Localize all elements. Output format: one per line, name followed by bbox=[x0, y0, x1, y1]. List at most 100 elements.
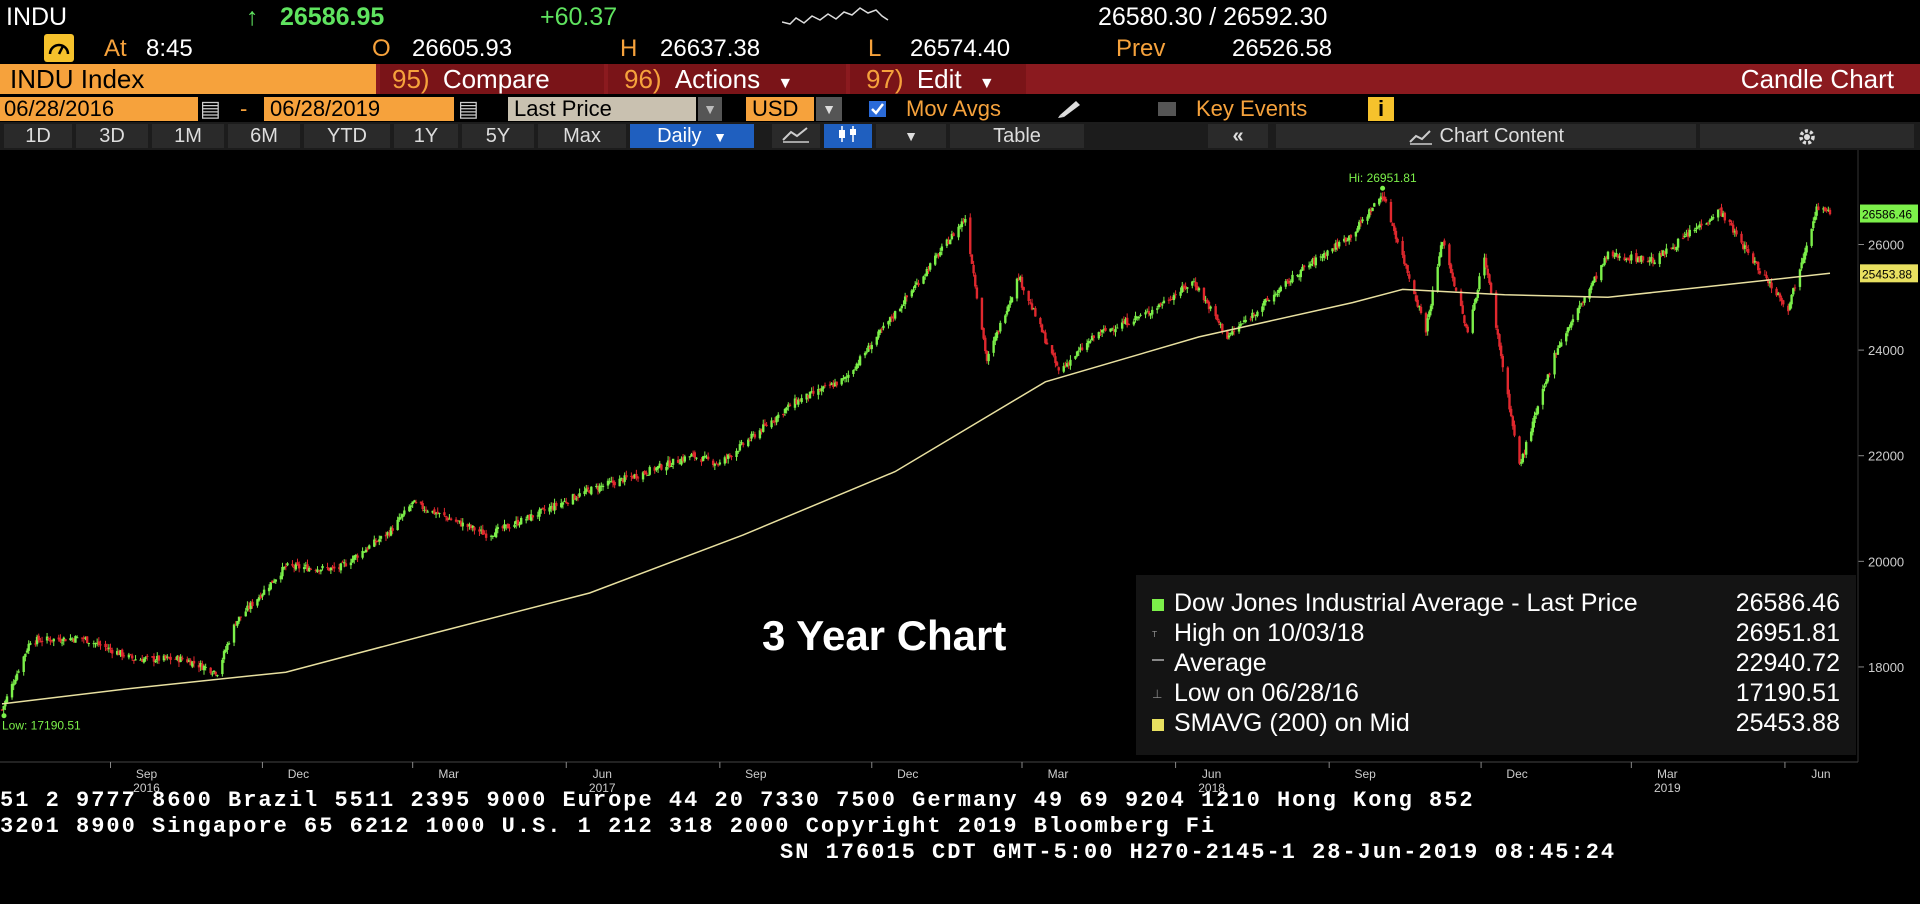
end-date-input[interactable]: 06/28/2019 bbox=[264, 97, 454, 121]
candle-chart-icon[interactable] bbox=[824, 124, 872, 148]
period-3d[interactable]: 3D bbox=[76, 124, 148, 148]
candle-body bbox=[489, 535, 493, 537]
candle-body bbox=[181, 657, 184, 660]
calendar-icon[interactable]: ▤ bbox=[200, 96, 221, 121]
candle-body bbox=[818, 389, 822, 392]
candle-body bbox=[945, 239, 949, 246]
candle-body bbox=[164, 655, 167, 659]
chevron-down-icon[interactable]: ▼ bbox=[876, 124, 946, 148]
candle-body bbox=[1711, 217, 1715, 219]
candle-body bbox=[725, 457, 728, 459]
candle-body bbox=[583, 491, 586, 495]
legend-panel: Dow Jones Industrial Average - Last Pric… bbox=[1136, 575, 1856, 755]
candle-body bbox=[1565, 333, 1568, 342]
annotations: Hi: 26951.81 Low: 17190.51 26586.46 25453.8… bbox=[1, 171, 1918, 733]
candle-body bbox=[1588, 288, 1591, 299]
candle-body bbox=[880, 328, 883, 330]
field-select[interactable]: Last Price bbox=[508, 97, 696, 121]
footer-line-2: 3201 8900 Singapore 65 6212 1000 U.S. 1 … bbox=[0, 814, 1217, 839]
candle-body bbox=[34, 643, 37, 645]
pencil-icon[interactable] bbox=[1056, 97, 1086, 121]
gauge-icon[interactable] bbox=[44, 34, 74, 62]
sma-tag bbox=[1860, 264, 1918, 283]
candle-body bbox=[847, 374, 850, 378]
period-6m[interactable]: 6M bbox=[228, 124, 300, 148]
candle-body bbox=[763, 423, 767, 425]
period-1m[interactable]: 1M bbox=[152, 124, 224, 148]
candle-body bbox=[1757, 262, 1760, 271]
candle-body bbox=[1099, 333, 1102, 335]
candle-body bbox=[1571, 319, 1575, 323]
candle-body bbox=[1611, 251, 1615, 257]
candle-body bbox=[227, 643, 231, 645]
collapse-left-icon[interactable]: « bbox=[1208, 124, 1268, 148]
candle-body bbox=[1763, 274, 1767, 276]
candle-body bbox=[279, 575, 282, 580]
candle-body bbox=[1653, 262, 1656, 264]
currency-select[interactable]: USD bbox=[746, 97, 814, 121]
prev-value: 26526.58 bbox=[1232, 35, 1333, 62]
candle-body bbox=[424, 509, 428, 511]
calendar-icon[interactable]: ▤ bbox=[458, 96, 479, 121]
candle-body bbox=[823, 385, 827, 387]
info-icon[interactable]: i bbox=[1368, 97, 1394, 121]
candle-body bbox=[481, 529, 484, 535]
mov-avgs-checkbox[interactable] bbox=[868, 97, 888, 121]
candle-body bbox=[1147, 311, 1151, 314]
candle-body bbox=[1379, 196, 1383, 200]
candle-body bbox=[922, 276, 925, 284]
actions-menu[interactable]: 96) Actions ▼ bbox=[608, 64, 846, 94]
candle-body bbox=[144, 657, 147, 659]
candle-body bbox=[1768, 281, 1772, 284]
period-1d[interactable]: 1D bbox=[4, 124, 72, 148]
candle-body bbox=[341, 561, 344, 563]
candle-body bbox=[353, 555, 356, 560]
period-max[interactable]: Max bbox=[538, 124, 626, 148]
security-field[interactable]: INDU Index bbox=[0, 64, 376, 94]
compare-menu[interactable]: 95) Compare bbox=[380, 64, 604, 94]
gear-icon[interactable] bbox=[1700, 124, 1914, 148]
chevron-down-icon[interactable]: ▼ bbox=[816, 97, 842, 121]
period-ytd[interactable]: YTD bbox=[304, 124, 390, 148]
frequency-select[interactable]: Daily ▼ bbox=[630, 124, 754, 148]
start-date-input[interactable]: 06/28/2016 bbox=[0, 97, 198, 121]
candle-body bbox=[1104, 327, 1107, 331]
chart-content-button[interactable]: Chart Content bbox=[1276, 124, 1696, 148]
candle-body bbox=[1823, 207, 1827, 211]
candle-body bbox=[127, 654, 131, 658]
candle-body bbox=[269, 582, 272, 590]
line-chart-icon[interactable] bbox=[772, 124, 820, 148]
candle-body bbox=[1618, 256, 1621, 258]
candle-body bbox=[504, 524, 508, 526]
candle-body bbox=[1065, 363, 1069, 367]
period-1y[interactable]: 1Y bbox=[394, 124, 458, 148]
candle-body bbox=[1488, 274, 1491, 284]
candle-body bbox=[1683, 235, 1686, 238]
candle-body bbox=[107, 647, 111, 649]
candle-body bbox=[1169, 299, 1172, 301]
candle-body bbox=[716, 464, 720, 466]
period-5y[interactable]: 5Y bbox=[462, 124, 534, 148]
candle-body bbox=[1648, 260, 1651, 262]
edit-menu[interactable]: 97) Edit ▼ bbox=[850, 64, 1026, 94]
candle-body bbox=[1443, 240, 1446, 246]
candle-body bbox=[191, 661, 194, 667]
candle-body bbox=[775, 416, 778, 423]
candle-body bbox=[858, 356, 862, 366]
candle-body bbox=[782, 413, 785, 415]
candle-body bbox=[1162, 300, 1166, 303]
candle-body bbox=[247, 606, 251, 609]
chevron-down-icon[interactable]: ▼ bbox=[698, 97, 722, 121]
candle-body bbox=[1459, 290, 1463, 306]
candle-body bbox=[748, 439, 752, 441]
key-events-checkbox[interactable] bbox=[1156, 97, 1180, 121]
candle-body bbox=[1239, 324, 1242, 326]
candle-body bbox=[1448, 244, 1451, 266]
candle-body bbox=[1767, 279, 1770, 284]
candle-body bbox=[1134, 315, 1137, 321]
candle-body bbox=[446, 517, 449, 521]
candle-body bbox=[456, 520, 459, 522]
table-button[interactable]: Table bbox=[950, 124, 1084, 148]
